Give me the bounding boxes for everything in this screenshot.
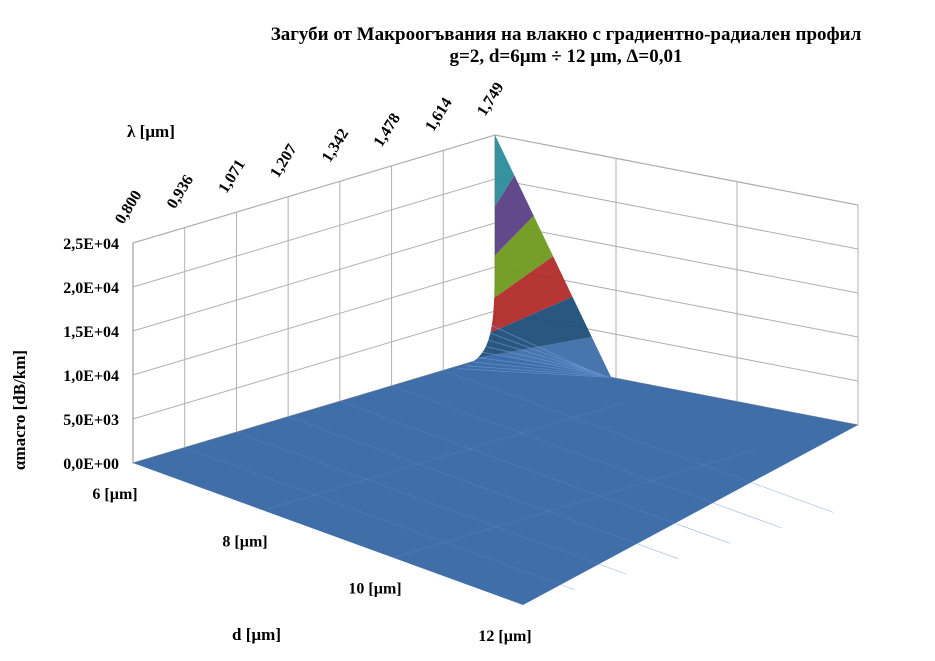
chart-subtitle: g=2, d=6µm ÷ 12 µm, Δ=0,01 bbox=[450, 46, 683, 67]
z-tick-label: 0,0E+00 bbox=[63, 456, 119, 473]
surface-wire bbox=[482, 351, 600, 374]
wavelength-tick-label: 1,478 bbox=[371, 110, 404, 150]
z-tick-label: 2,5E+04 bbox=[63, 236, 119, 253]
surface-wire bbox=[262, 402, 626, 511]
wavelength-tick-label: 1,207 bbox=[267, 141, 300, 181]
surface-wire bbox=[392, 449, 756, 558]
z-tick-label: 1,5E+04 bbox=[63, 324, 119, 341]
wavelength-tick-label: 1,749 bbox=[474, 80, 507, 120]
surface-wire bbox=[491, 325, 588, 370]
z-tick-label: 5,0E+03 bbox=[63, 412, 119, 429]
wavelength-axis-label: λ [µm] bbox=[127, 122, 175, 141]
surface-wire bbox=[465, 365, 609, 377]
surface-wire bbox=[485, 346, 597, 373]
surface-band bbox=[477, 296, 592, 358]
surface-wire bbox=[478, 357, 603, 375]
surface-floor-plane bbox=[133, 355, 858, 605]
z-tick-label: 1,0E+04 bbox=[63, 368, 119, 385]
diameter-tick-label: 6 [µm] bbox=[92, 486, 137, 503]
surface-band bbox=[494, 215, 554, 298]
wavelength-tick-label: 1,614 bbox=[422, 95, 455, 135]
surface-wire bbox=[236, 431, 627, 575]
surface-wire bbox=[456, 368, 612, 378]
wavelength-tick-label: 1,342 bbox=[319, 126, 352, 166]
surface-band bbox=[494, 175, 534, 256]
diameter-tick-label: 8 [µm] bbox=[222, 533, 267, 550]
z-axis-label: αmacro [dB/km] bbox=[10, 350, 29, 470]
z-tick-label: 2,0E+04 bbox=[63, 280, 119, 297]
surface-wire bbox=[488, 339, 594, 372]
diameter-tick-label: 10 [µm] bbox=[348, 581, 401, 598]
wavelength-tick-label: 1,071 bbox=[215, 157, 248, 197]
surface-wire bbox=[391, 385, 782, 529]
surface-band bbox=[490, 256, 573, 333]
surface-wire bbox=[490, 332, 591, 371]
surface-wire bbox=[472, 361, 606, 376]
diameter-axis-label: d [µm] bbox=[232, 625, 281, 644]
surface-wire bbox=[443, 370, 834, 513]
surface-wire bbox=[184, 447, 575, 590]
wavelength-tick-label: 0,800 bbox=[112, 188, 145, 228]
chart-title: Загуби от Макроогъвания на влакно с град… bbox=[271, 24, 862, 45]
diameter-tick-label: 12 [µm] bbox=[478, 628, 531, 645]
wavelength-tick-label: 0,936 bbox=[164, 172, 197, 212]
surface-wire bbox=[339, 401, 731, 544]
surface-band bbox=[495, 135, 515, 207]
surface-floor bbox=[133, 355, 858, 605]
surface-peak bbox=[443, 135, 612, 378]
surface-wire bbox=[287, 416, 679, 559]
